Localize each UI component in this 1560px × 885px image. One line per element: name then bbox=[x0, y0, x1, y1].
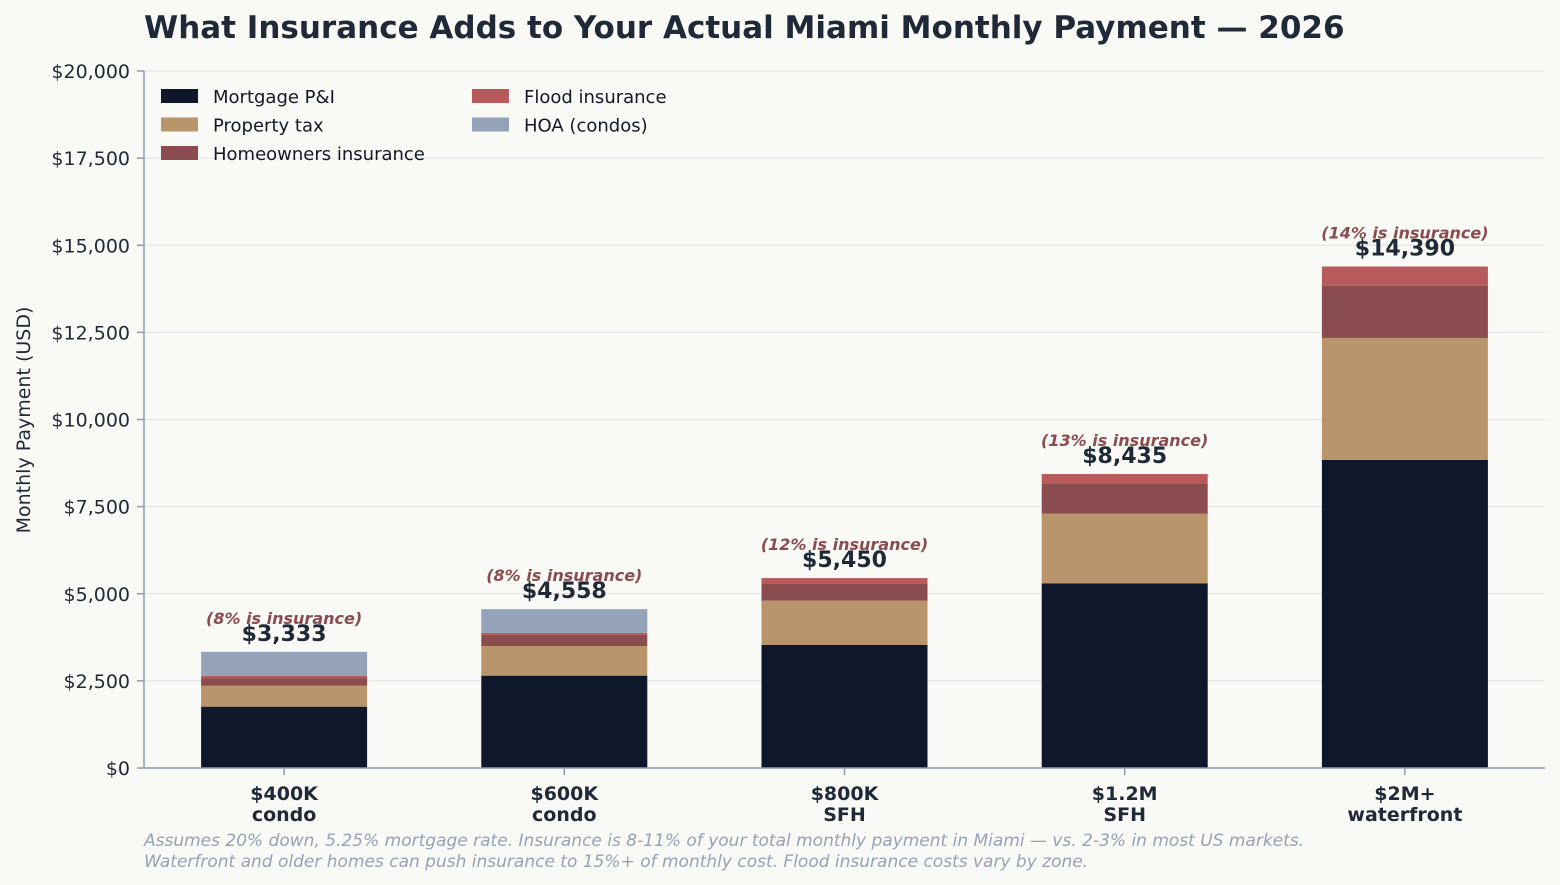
legend-swatch bbox=[161, 117, 198, 132]
x-tick-label: SFH bbox=[823, 804, 866, 826]
footnote-line-1: Assumes 20% down, 5.25% mortgage rate. I… bbox=[143, 831, 1304, 851]
legend-swatch bbox=[472, 117, 509, 132]
legend-entry: Property tax bbox=[213, 116, 324, 137]
y-tick-label: $15,000 bbox=[51, 235, 130, 257]
x-tick-label: SFH bbox=[1103, 804, 1146, 826]
bar-segment bbox=[481, 675, 648, 768]
x-tick-label: $2M+ bbox=[1374, 783, 1435, 805]
y-tick-label: $10,000 bbox=[51, 410, 130, 432]
bar-segment bbox=[481, 646, 648, 676]
legend-entry: HOA (condos) bbox=[524, 116, 648, 137]
y-tick-label: $12,500 bbox=[51, 322, 130, 344]
total-label: $3,333 bbox=[242, 622, 327, 647]
legend-swatch bbox=[472, 89, 509, 103]
x-tick-label: $800K bbox=[811, 783, 880, 805]
bar-segment bbox=[201, 706, 368, 768]
y-axis-label: Monthly Payment (USD) bbox=[13, 307, 35, 534]
y-tick-label: $0 bbox=[106, 758, 130, 780]
chart-title: What Insurance Adds to Your Actual Miami… bbox=[144, 10, 1345, 46]
bar-segment bbox=[761, 583, 928, 601]
y-tick-label: $17,500 bbox=[51, 148, 130, 170]
legend-entry: Homeowners insurance bbox=[213, 144, 425, 165]
footnote-line-2: Waterfront and older homes can push insu… bbox=[144, 852, 1088, 872]
bar-segment bbox=[761, 600, 928, 645]
bar-segment bbox=[201, 651, 368, 676]
insurance-share-label: (13% is insurance) bbox=[1041, 431, 1208, 450]
bar-segment bbox=[761, 578, 928, 584]
legend-swatch bbox=[161, 89, 198, 103]
x-tick-label: $600K bbox=[530, 783, 599, 805]
insurance-share-label: (8% is insurance) bbox=[206, 609, 362, 628]
y-tick-label: $20,000 bbox=[51, 61, 130, 83]
legend-entry: Flood insurance bbox=[524, 87, 667, 108]
insurance-share-label: (14% is insurance) bbox=[1321, 224, 1488, 243]
bar-segment bbox=[1041, 583, 1208, 768]
axes: $0 $2,500 $5,000 $7,500 $10,000 $12,500 $15,00… bbox=[51, 61, 1545, 826]
bar-segment bbox=[1041, 474, 1208, 484]
bar-segment bbox=[761, 644, 928, 768]
legend: Mortgage P&I Property tax Homeowners insur… bbox=[161, 87, 667, 165]
total-label: $14,390 bbox=[1355, 237, 1455, 262]
x-tick-label: condo bbox=[252, 804, 317, 826]
bar-segment bbox=[481, 609, 648, 633]
legend-swatch bbox=[161, 146, 198, 160]
bar-segment bbox=[1321, 337, 1488, 460]
bar-segment bbox=[201, 685, 368, 707]
insurance-share-label: (12% is insurance) bbox=[761, 535, 928, 554]
x-tick-label: condo bbox=[532, 804, 597, 826]
bar-segment bbox=[1041, 513, 1208, 584]
bar-segment bbox=[481, 632, 648, 635]
bar-segment bbox=[1321, 266, 1488, 286]
total-label: $5,450 bbox=[802, 548, 887, 573]
bars bbox=[201, 266, 1488, 768]
legend-entry: Mortgage P&I bbox=[213, 87, 335, 108]
bar-labels: $3,333(8% is insurance)$4,558(8% is insu… bbox=[206, 224, 1489, 647]
total-label: $8,435 bbox=[1082, 444, 1167, 469]
bar-segment bbox=[201, 678, 368, 686]
bar-segment bbox=[201, 675, 368, 679]
y-tick-label: $7,500 bbox=[64, 497, 130, 519]
bar-segment bbox=[1041, 483, 1208, 514]
insurance-share-label: (8% is insurance) bbox=[486, 566, 642, 585]
y-tick-label: $5,000 bbox=[64, 584, 130, 606]
y-tick-label: $2,500 bbox=[64, 671, 130, 693]
bar-segment bbox=[481, 634, 648, 647]
x-tick-label: $400K bbox=[250, 783, 319, 805]
x-tick-label: $1.2M bbox=[1092, 783, 1158, 805]
x-tick-label: waterfront bbox=[1347, 804, 1462, 826]
total-label: $4,558 bbox=[522, 579, 607, 604]
grid-lines bbox=[144, 70, 1545, 682]
bar-segment bbox=[1321, 459, 1488, 768]
bar-segment bbox=[1321, 285, 1488, 338]
